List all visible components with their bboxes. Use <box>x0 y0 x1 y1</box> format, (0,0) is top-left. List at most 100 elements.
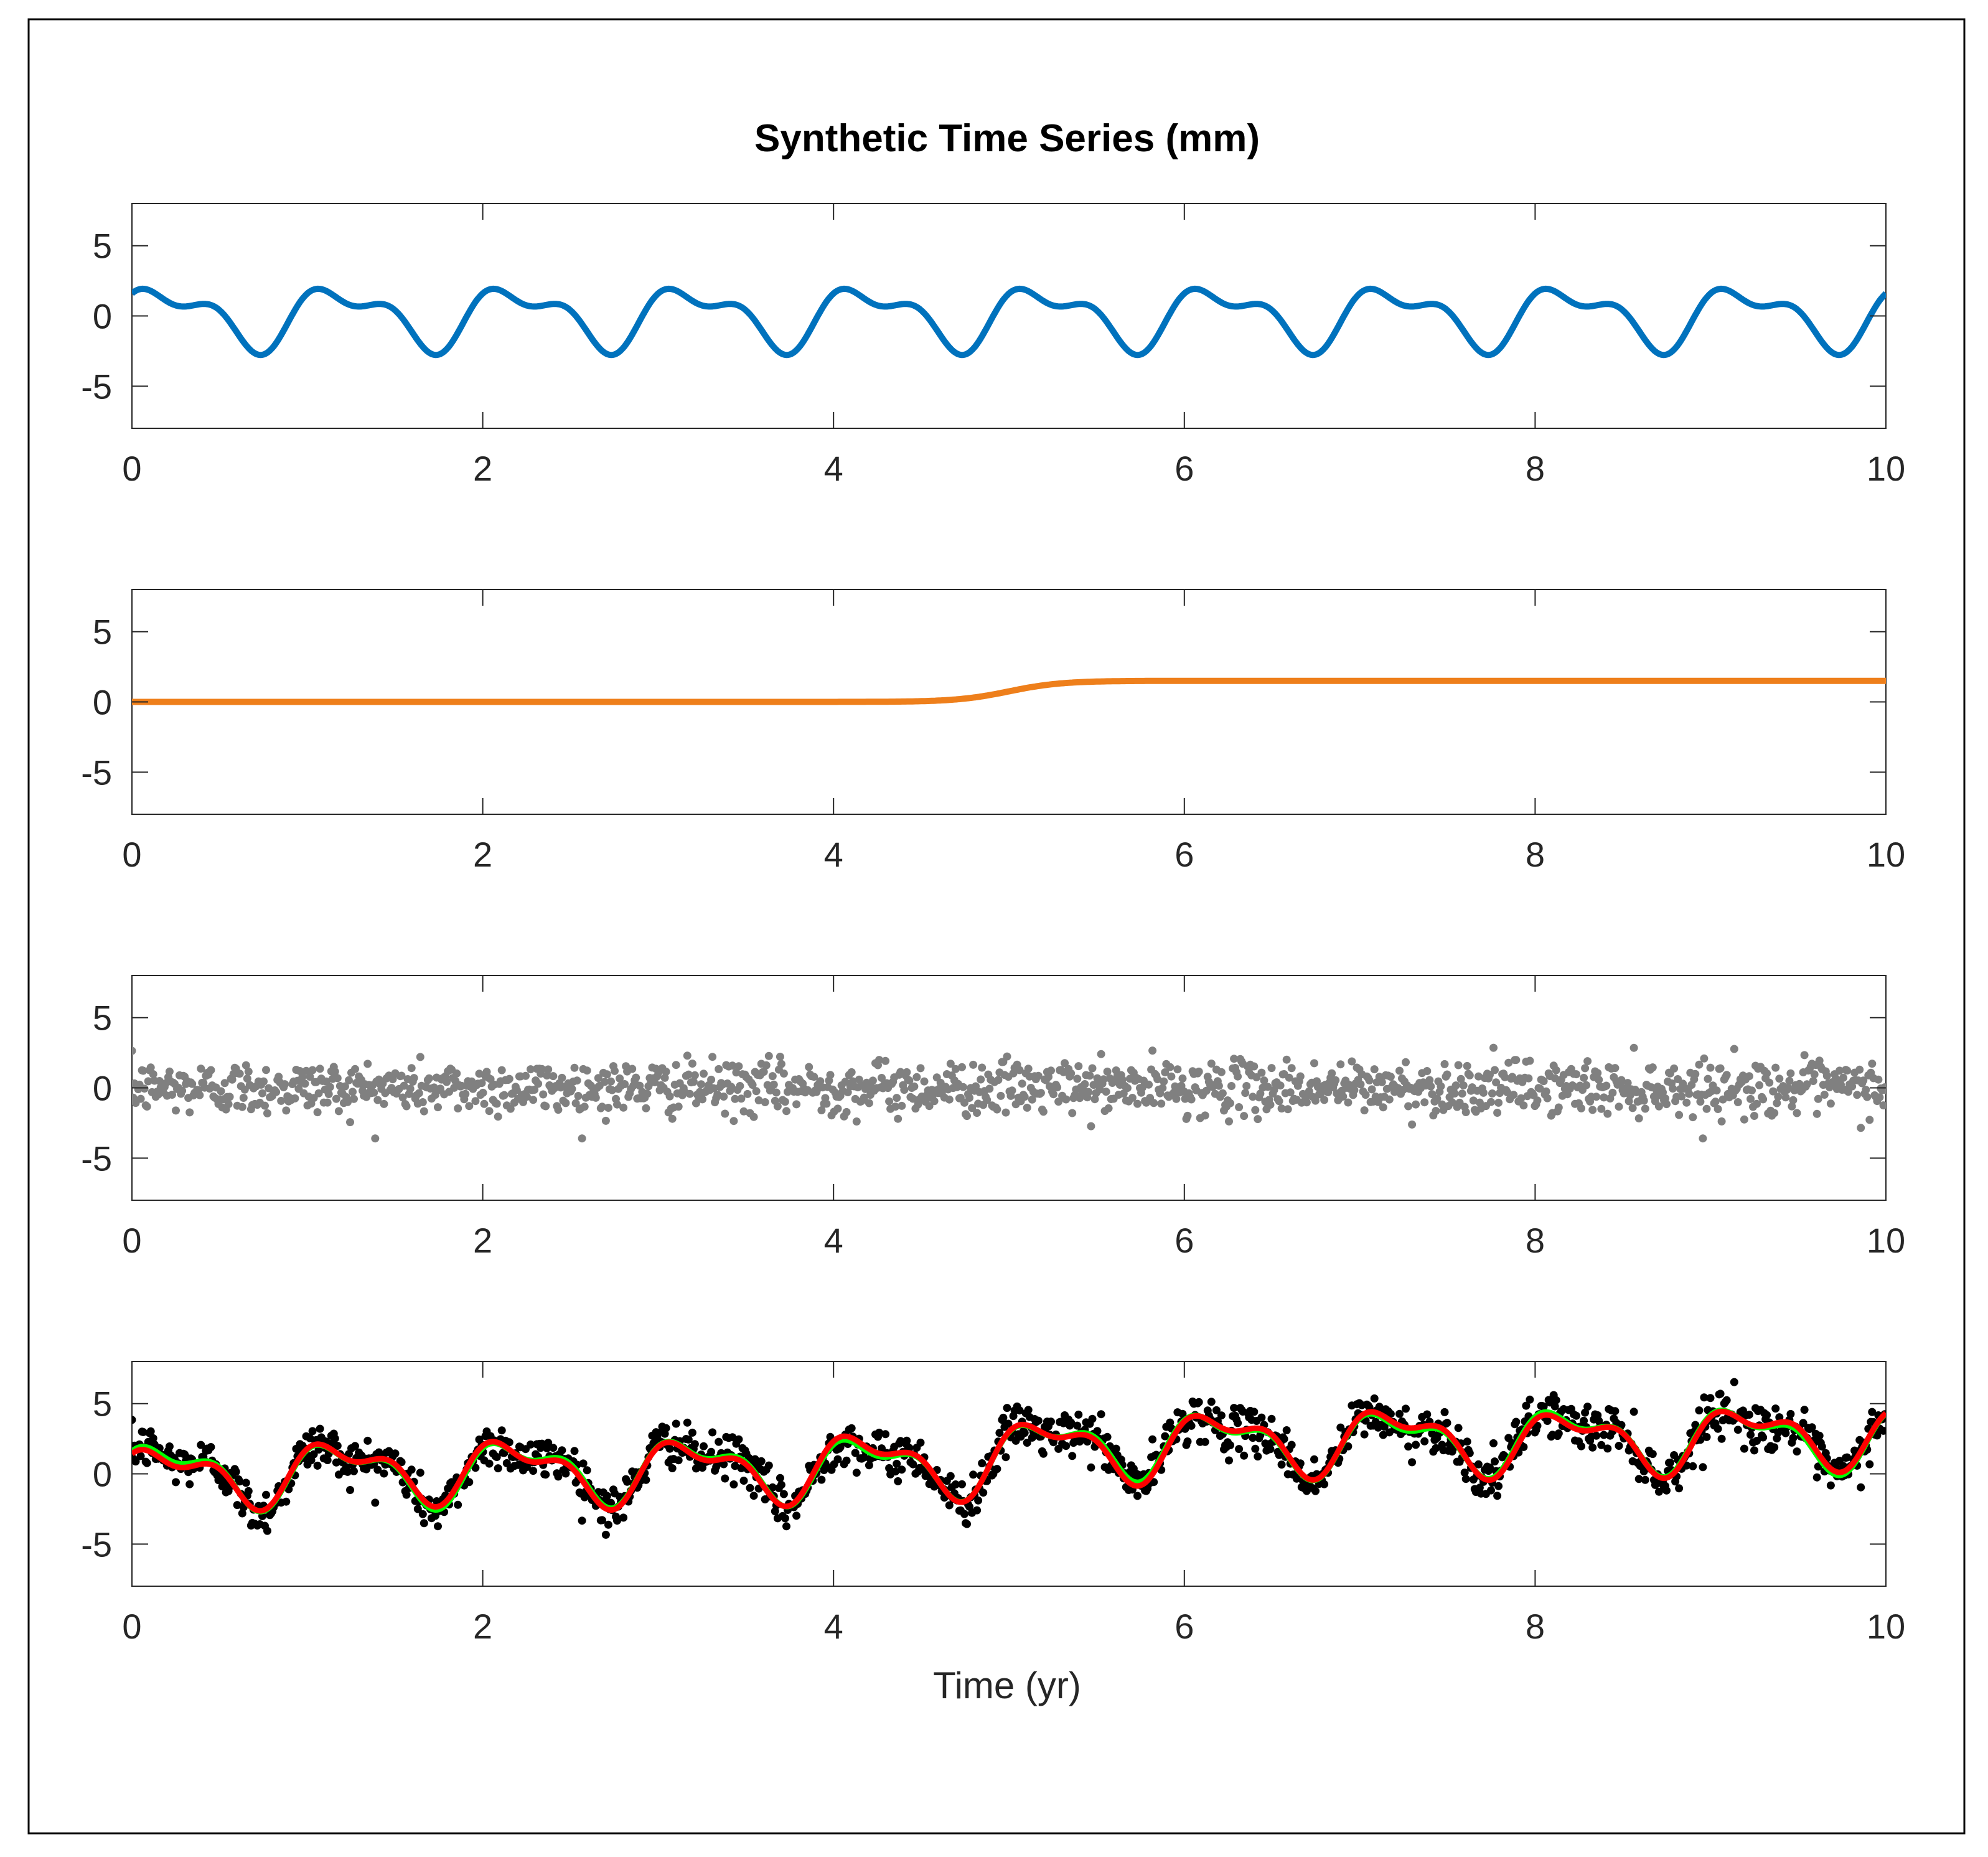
data-layer <box>132 1043 1886 1143</box>
noise-point <box>1639 1096 1648 1105</box>
noise-point <box>1488 1089 1496 1098</box>
observation-point <box>979 1488 988 1497</box>
observation-point <box>1675 1484 1684 1493</box>
noise-point <box>1487 1098 1495 1106</box>
observation-point <box>1234 1419 1242 1427</box>
observation-point <box>185 1480 194 1488</box>
observation-point <box>842 1456 851 1465</box>
noise-point <box>898 1101 906 1110</box>
noise-point <box>1836 1066 1844 1075</box>
noise-point <box>909 1094 917 1103</box>
noise-point <box>1128 1094 1137 1102</box>
observation-point <box>1230 1404 1239 1413</box>
observation-point <box>1087 1463 1095 1472</box>
observation-point <box>1868 1408 1877 1416</box>
noise-point <box>1443 1070 1451 1079</box>
noise-point <box>506 1104 515 1113</box>
x-tick-label: 0 <box>122 1607 141 1646</box>
noise-point <box>1602 1081 1611 1090</box>
noise-point <box>737 1094 746 1103</box>
noise-point <box>700 1070 708 1078</box>
noise-point <box>598 1102 606 1111</box>
noise-point <box>224 1100 233 1109</box>
noise-point <box>1266 1101 1275 1109</box>
observation-point <box>1454 1424 1463 1432</box>
observation-point <box>768 1483 777 1492</box>
noise-point <box>165 1067 174 1076</box>
noise-point <box>594 1074 602 1083</box>
observation-point <box>308 1427 317 1436</box>
noise-point <box>188 1079 197 1088</box>
noise-point <box>1843 1066 1852 1075</box>
noise-point <box>842 1107 851 1116</box>
observation-point <box>619 1513 628 1522</box>
noise-point <box>416 1053 424 1061</box>
noise-point <box>1773 1099 1781 1107</box>
noise-point <box>959 1083 967 1091</box>
observation-point <box>764 1461 773 1470</box>
noise-point <box>903 1068 911 1076</box>
noise-point <box>1161 1068 1170 1076</box>
noise-point <box>1748 1086 1756 1095</box>
noise-point <box>1379 1103 1387 1112</box>
noise-point <box>916 1064 925 1073</box>
noise-point <box>527 1065 535 1074</box>
noise-point <box>632 1073 640 1082</box>
noise-point <box>973 1109 982 1117</box>
noise-point <box>1450 1089 1459 1098</box>
noise-point <box>479 1088 487 1097</box>
noise-point <box>568 1084 576 1093</box>
observation-point <box>263 1526 271 1535</box>
observation-point <box>1461 1475 1470 1483</box>
observation-point <box>1592 1431 1601 1440</box>
noise-point <box>136 1094 145 1103</box>
noise-point <box>635 1081 644 1090</box>
noise-point <box>1463 1061 1471 1070</box>
noise-point <box>1225 1117 1233 1126</box>
observation-point <box>690 1440 699 1449</box>
noise-point <box>1711 1098 1720 1106</box>
noise-point <box>1461 1108 1470 1116</box>
observation-point <box>1112 1444 1120 1453</box>
observation-point <box>244 1487 253 1495</box>
noise-point <box>1331 1076 1340 1084</box>
observation-point <box>1603 1444 1612 1453</box>
noise-point <box>1348 1057 1356 1066</box>
observation-point <box>1150 1478 1158 1487</box>
noise-point <box>1716 1064 1725 1073</box>
observation-point <box>1287 1441 1296 1449</box>
x-axis-label: Time (yr) <box>933 1665 1081 1706</box>
observation-point <box>1662 1486 1671 1495</box>
noise-point <box>1249 1093 1257 1101</box>
noise-point <box>410 1074 418 1083</box>
x-tick-label: 6 <box>1175 835 1194 874</box>
observation-point <box>700 1442 708 1450</box>
noise-point <box>333 1074 342 1083</box>
observation-point <box>233 1501 241 1510</box>
noise-point <box>1276 1081 1285 1090</box>
data-layer <box>132 677 1886 705</box>
noise-point <box>1504 1058 1513 1067</box>
noise-point <box>313 1108 322 1117</box>
noise-point <box>1489 1043 1498 1052</box>
noise-point <box>1670 1064 1679 1073</box>
x-tick-label: 8 <box>1526 449 1545 488</box>
x-tick-label: 8 <box>1526 1607 1545 1646</box>
noise-point <box>1217 1068 1226 1076</box>
noise-point <box>1691 1070 1700 1078</box>
noise-point <box>963 1112 971 1121</box>
observation-point <box>1552 1396 1560 1404</box>
noise-point <box>1465 1071 1474 1079</box>
observation-point <box>485 1459 494 1468</box>
noise-point <box>965 1094 973 1102</box>
observation-point <box>1700 1393 1709 1402</box>
noise-point <box>816 1077 825 1086</box>
x-tick-label: 2 <box>473 1221 492 1260</box>
noise-point <box>1423 1067 1432 1075</box>
observation-point <box>1489 1439 1498 1447</box>
noise-point <box>346 1118 354 1127</box>
noise-point <box>1580 1073 1588 1082</box>
noise-point <box>220 1079 229 1088</box>
observation-point <box>132 1416 136 1424</box>
observation-point <box>1781 1429 1790 1437</box>
